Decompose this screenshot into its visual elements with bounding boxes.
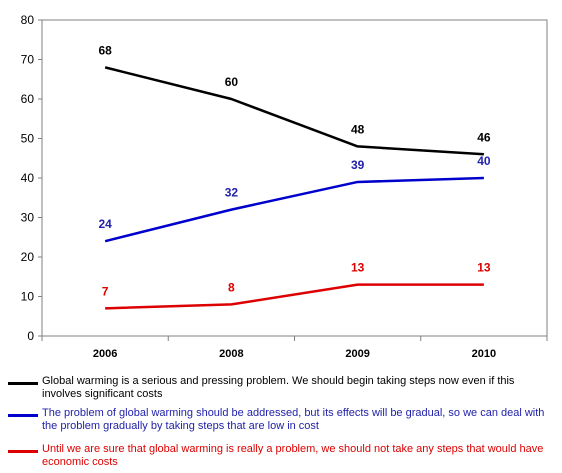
y-tick-label: 0 bbox=[27, 329, 34, 343]
series-line-serious bbox=[104, 66, 484, 156]
y-tick-label: 10 bbox=[21, 290, 35, 304]
legend-swatch-wait bbox=[8, 450, 38, 453]
data-label-serious: 68 bbox=[98, 43, 112, 57]
x-tick-label: 2009 bbox=[345, 348, 369, 360]
x-axis: 2006 2008 2009 2010 bbox=[41, 336, 548, 360]
data-label-wait: 7 bbox=[102, 284, 109, 298]
data-label-gradual: 40 bbox=[477, 154, 491, 168]
y-tick-label: 60 bbox=[21, 92, 35, 106]
data-label-gradual: 32 bbox=[225, 186, 239, 200]
y-tick-label: 70 bbox=[21, 53, 35, 67]
y-tick-label: 30 bbox=[21, 211, 35, 225]
legend-swatch-serious bbox=[8, 382, 38, 385]
series-line-gradual bbox=[104, 176, 484, 243]
x-tick-label: 2008 bbox=[219, 348, 243, 360]
y-axis: 0 10 20 30 40 50 60 70 80 bbox=[21, 13, 42, 343]
legend-swatch-gradual bbox=[8, 414, 38, 417]
y-tick-label: 40 bbox=[21, 171, 35, 185]
data-label-serious: 46 bbox=[477, 130, 491, 144]
data-label-serious: 60 bbox=[225, 75, 239, 89]
legend-label-wait: Until we are sure that global warming is… bbox=[42, 443, 544, 468]
y-tick-label: 20 bbox=[21, 250, 35, 264]
data-label-serious: 48 bbox=[351, 122, 365, 136]
x-tick-label: 2010 bbox=[472, 348, 496, 360]
legend-label-gradual: The problem of global warming should be … bbox=[42, 407, 545, 432]
series-line-wait bbox=[105, 283, 484, 310]
legend-label-serious: Global warming is a serious and pressing… bbox=[42, 375, 515, 400]
data-label-wait: 13 bbox=[477, 261, 491, 275]
y-tick-label: 80 bbox=[21, 13, 35, 27]
data-label-gradual: 39 bbox=[351, 158, 365, 172]
x-tick-label: 2006 bbox=[93, 348, 117, 360]
y-tick-label: 50 bbox=[21, 132, 35, 146]
data-label-gradual: 24 bbox=[98, 217, 112, 231]
data-label-wait: 8 bbox=[228, 280, 235, 294]
series-group: 68 60 48 46 24 32 39 40 7 8 13 13 bbox=[98, 43, 491, 310]
data-label-wait: 13 bbox=[351, 261, 365, 275]
